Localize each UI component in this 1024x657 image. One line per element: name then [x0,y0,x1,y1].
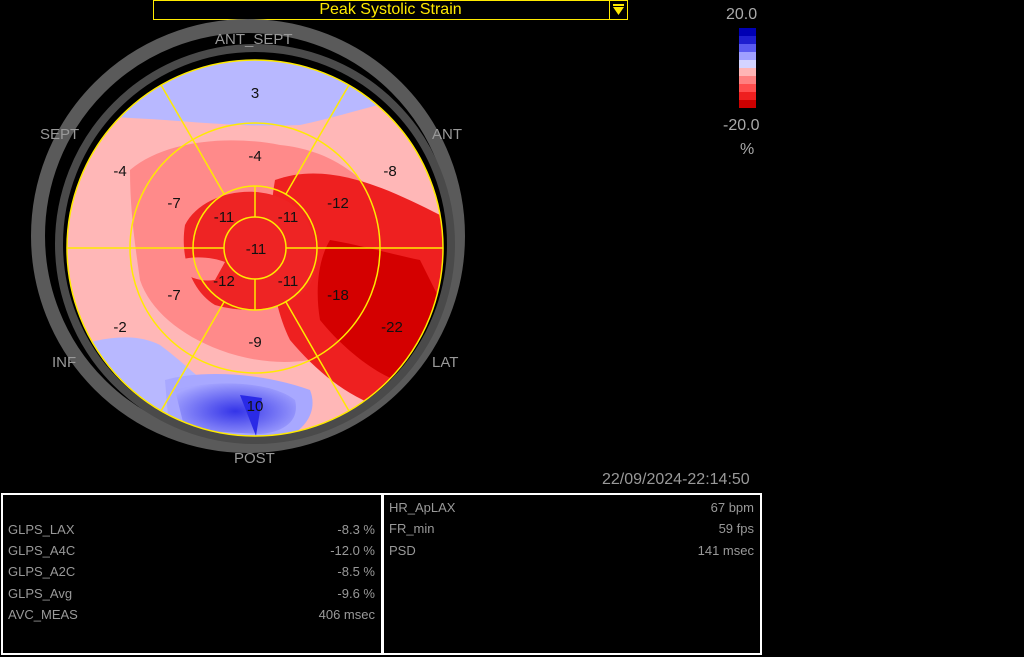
measurement-value: 59 fps [718,521,754,536]
segment-apical-ant: -11 [278,209,299,226]
segment-mid-antsept: -4 [248,148,261,165]
measurement-row: GLPS_A4C -12.0 % [8,543,375,563]
measurement-value: -8.5 % [337,564,375,579]
scale-swatch [739,36,756,44]
scale-max-label: 20.0 [726,6,758,23]
color-scale-bar [739,28,756,108]
measurement-value: -9.6 % [337,586,375,601]
scale-swatch [739,84,756,92]
wall-label-ant: ANT [432,126,462,143]
outer-ring-inner [55,44,455,444]
scale-swatch [739,52,756,60]
measurement-value: 67 bpm [710,500,754,515]
outer-ring [31,19,465,453]
measurement-label: PSD [389,543,416,558]
parameter-dropdown[interactable]: Peak Systolic Strain [153,0,628,20]
measurement-row: PSD 141 msec [389,543,754,563]
dropdown-title: Peak Systolic Strain [319,1,462,18]
segment-basal-post: 10 [247,398,264,415]
segment-mid-inf: -7 [167,287,180,304]
blue-hot-post [175,383,296,434]
segment-apex: -11 [246,241,267,258]
segment-basal-antsept: 3 [251,85,259,102]
segment-basal-inf: -2 [113,319,126,336]
wall-label-ant-sept: ANT_SEPT [215,31,293,48]
segment-mid-post: -9 [248,334,261,351]
measurement-row: FR_min 59 fps [389,521,754,541]
measurement-row: GLPS_Avg -9.6 % [8,586,375,606]
wall-label-sept: SEPT [40,126,80,143]
wall-label-lat: LAT [432,354,459,371]
measurement-label: HR_ApLAX [389,500,456,515]
segment-apical-lat: -11 [278,273,299,290]
segment-grid [66,59,444,437]
chevron-down-icon[interactable] [609,1,627,19]
salmon-notch [180,257,225,281]
measurement-row: HR_ApLAX 67 bpm [389,500,754,520]
segment-basal-sept: -4 [113,163,126,180]
scale-swatch [739,28,756,36]
timestamp: 22/09/2024-22:14:50 [602,471,750,488]
segment-apical-sept: -11 [214,209,235,226]
segment-values: 3 -8 -22 10 -2 -4 -4 -12 -18 -9 -7 -7 -1… [113,85,403,415]
measurement-value: -8.3 % [337,522,375,537]
measurement-label: GLPS_A4C [8,543,76,558]
measurement-label: FR_min [389,521,435,536]
red-region-center [183,191,317,310]
segment-mid-ant: -12 [327,195,349,212]
measurement-value: 141 msec [697,543,754,558]
segment-basal-ant: -8 [383,163,396,180]
right-measurement-panel: HR_ApLAX 67 bpm FR_min 59 fps PSD 141 msec [382,493,762,655]
scale-swatch [739,68,756,76]
left-measurement-panel: GLPS_LAX -8.3 % GLPS_A4C -12.0 % GLPS_A2C -… [1,493,383,655]
scale-swatch [739,44,756,52]
measurement-label: GLPS_A2C [8,564,76,579]
segment-mid-lat: -18 [327,287,349,304]
bullseye-plot: 3 -8 -22 10 -2 -4 -4 -12 -18 -9 -7 -7 -1… [31,19,465,453]
measurement-label: GLPS_LAX [8,522,75,537]
darkred-region-lat [317,240,440,380]
scale-min-label: -20.0 [723,117,760,134]
scale-swatch [739,92,756,100]
segment-basal-lat: -22 [381,319,403,336]
measurement-label: GLPS_Avg [8,586,73,601]
wall-label-post: POST [234,450,275,467]
measurement-label: AVC_MEAS [8,607,78,622]
segment-mid-sept: -7 [167,195,180,212]
measurement-value: 406 msec [318,607,375,622]
measurement-row: AVC_MEAS 406 msec [8,607,375,627]
scale-unit-label: % [740,141,755,158]
measurement-value: -12.0 % [330,543,375,558]
wall-label-inf: INF [52,354,77,371]
scale-swatch [739,60,756,68]
blue-core-post [240,395,262,436]
scale-swatch [739,100,756,108]
scale-swatch [739,76,756,84]
measurement-row: GLPS_A2C -8.5 % [8,564,375,584]
measurement-row: GLPS_LAX -8.3 % [8,522,375,542]
segment-apical-inf: -12 [213,273,235,290]
